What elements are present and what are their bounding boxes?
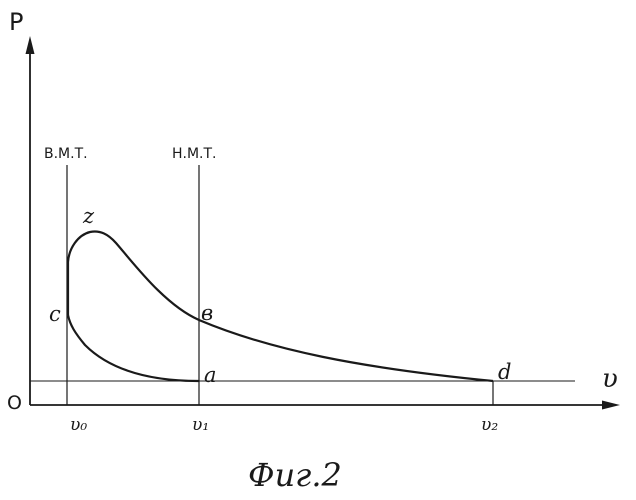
point-z-label: z [82, 204, 95, 228]
tick-v2-label: υ₂ [481, 415, 498, 435]
point-d-label: d [498, 360, 511, 384]
point-b-label: в [201, 301, 213, 325]
bdc-label: Н.М.Т. [172, 146, 217, 162]
x-axis-arrowhead [602, 401, 620, 410]
point-c-label: c [49, 302, 61, 326]
figure-caption: Фиг.2 [248, 456, 342, 494]
origin-label: O [7, 392, 22, 414]
y-axis-label: P [9, 8, 23, 36]
x-axis-label: υ [602, 364, 618, 394]
point-a-label: a [204, 363, 217, 387]
axes [26, 36, 621, 410]
tick-v1-label: υ₁ [192, 415, 209, 435]
cycle-curve [68, 231, 493, 381]
tdc-label: В.М.Т. [44, 146, 88, 162]
compression-curve [68, 315, 199, 381]
y-axis-arrowhead [26, 36, 35, 54]
combustion-expansion-curve [68, 231, 493, 381]
tick-v0-label: υ₀ [70, 415, 87, 435]
